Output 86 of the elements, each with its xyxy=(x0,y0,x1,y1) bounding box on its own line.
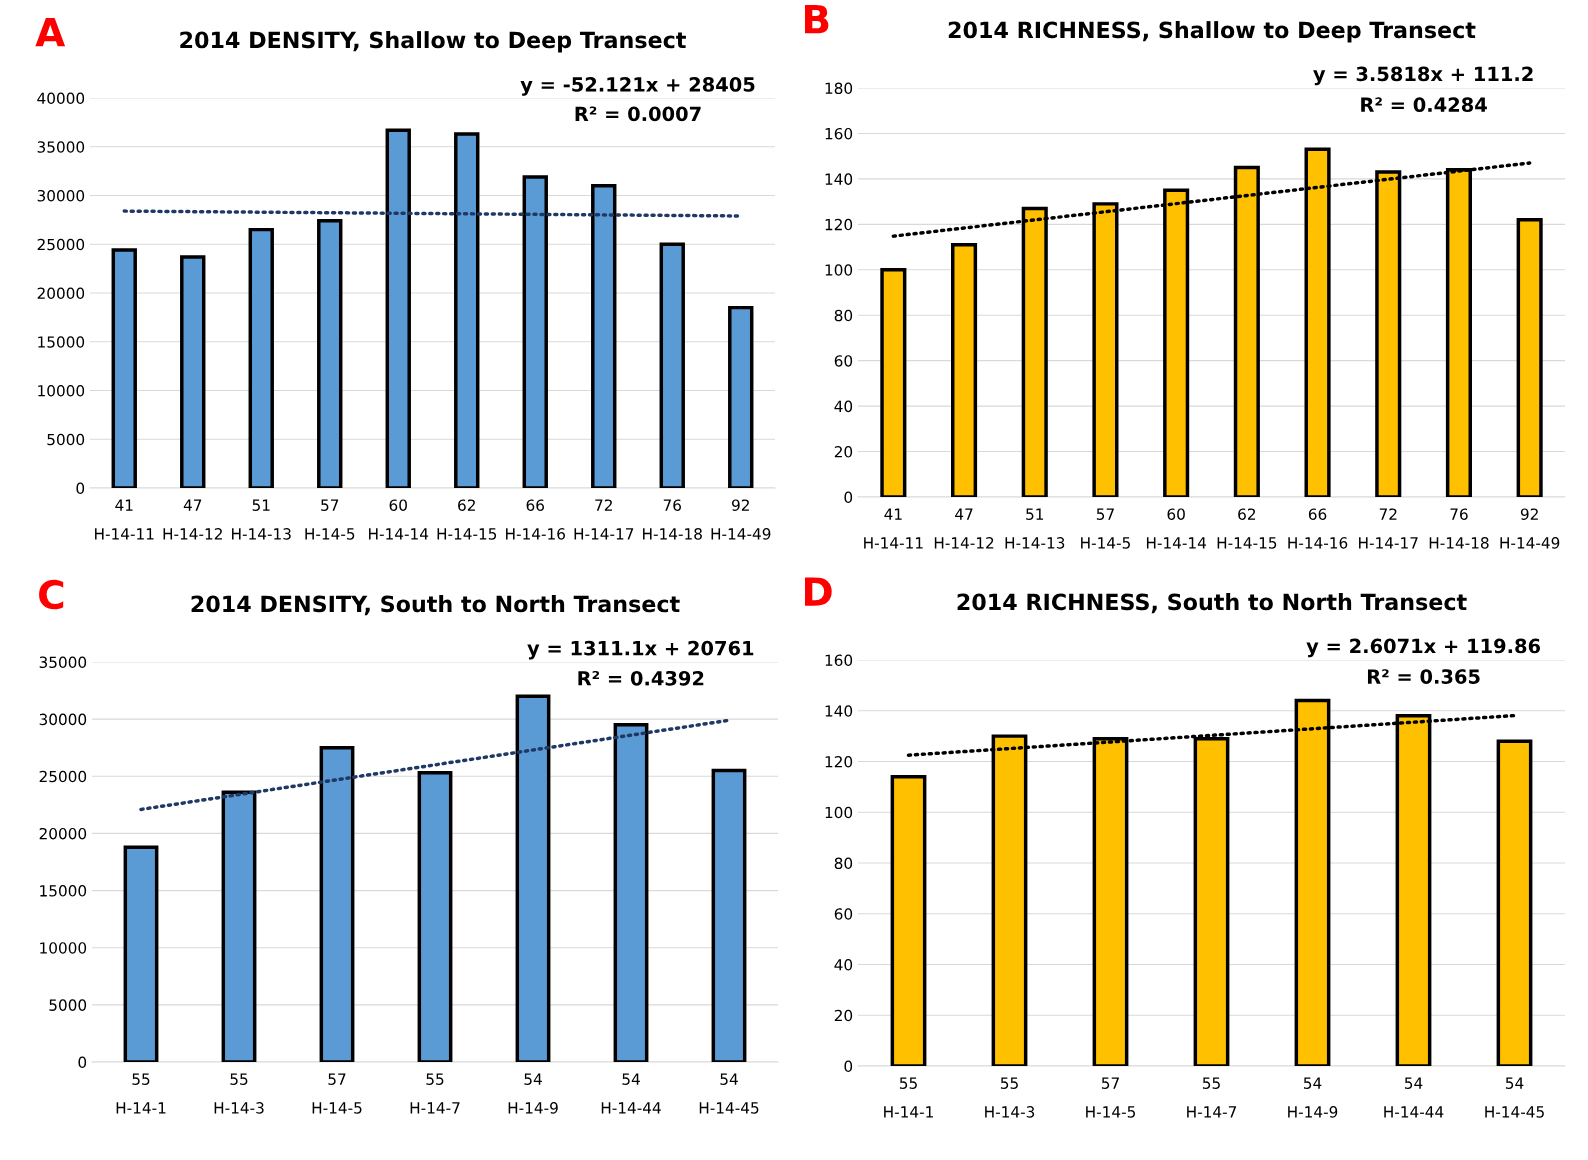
x-tick-label: 57 H-14-5 xyxy=(1081,508,1130,549)
x-tick-label: 60 H-14-14 xyxy=(1146,508,1206,549)
x-tick-label: 54 H-14-44 xyxy=(1384,1077,1444,1118)
x-tick-label: 41 H-14-11 xyxy=(864,508,923,549)
y-tick-label: 10000 xyxy=(40,942,87,954)
y-tick-label: 25000 xyxy=(37,238,85,251)
x-tick-label: 55 H-14-3 xyxy=(214,1073,264,1114)
x-tick-label: 41 H-14-11 xyxy=(95,499,154,540)
y-tick-label: 10000 xyxy=(38,384,85,397)
x-tick-label: 47 H-14-12 xyxy=(163,499,222,540)
x-tick-label: 55 H-14-1 xyxy=(116,1073,166,1114)
text: y = 2.6071x + 119.86 xyxy=(1306,638,1541,658)
x-tick-label: 57 H-14-5 xyxy=(312,1073,362,1114)
x-tick-label: 92 H-14-49 xyxy=(1500,508,1560,549)
y-tick-label: 15000 xyxy=(40,885,87,897)
x-tick-label: 76 H-14-18 xyxy=(1429,508,1489,549)
x-tick-label: 51 H-14-13 xyxy=(232,499,291,540)
y-tick-label: 40000 xyxy=(37,92,85,105)
chart-title: 2014 RICHNESS, Shallow to Deep Transect xyxy=(948,21,1476,43)
annotation: R² = 0.0007 xyxy=(575,106,701,122)
x-tick-label: 62 H-14-15 xyxy=(1217,508,1277,549)
y-tick-label: 100 xyxy=(825,264,853,276)
x-tick-label: 62 H-14-15 xyxy=(437,499,497,540)
y-tick-label: 0 xyxy=(844,1060,853,1073)
x-tick-label: 66 H-14-16 xyxy=(1288,508,1348,549)
x-tick-label: 47 H-14-12 xyxy=(934,508,994,549)
y-tick-label: 180 xyxy=(825,82,853,95)
y-tick-label: 35000 xyxy=(39,656,87,669)
y-tick-label: 60 xyxy=(834,355,853,367)
y-tick-label: 25000 xyxy=(39,770,87,783)
text: D xyxy=(805,577,832,606)
y-tick-label: 0 xyxy=(844,491,853,504)
text: C xyxy=(39,579,64,610)
y-tick-label: 30000 xyxy=(39,713,87,726)
x-tick-label: 55 H-14-3 xyxy=(985,1077,1035,1118)
y-tick-label: 5000 xyxy=(49,999,87,1011)
annotation: R² = 0.4284 xyxy=(1361,97,1487,113)
x-tick-label: 66 H-14-16 xyxy=(506,499,565,540)
y-tick-label: 140 xyxy=(825,705,853,717)
y-tick-label: 20 xyxy=(834,446,853,458)
y-tick-label: 140 xyxy=(825,173,853,185)
y-tick-label: 0 xyxy=(78,1056,87,1069)
y-tick-label: 160 xyxy=(825,127,853,140)
chart-title: 2014 RICHNESS, South to North Transect xyxy=(957,593,1467,614)
y-tick-label: 120 xyxy=(825,218,853,231)
y-tick-label: 100 xyxy=(825,806,853,819)
y-tick-label: 120 xyxy=(825,755,853,768)
y-tick-label: 35000 xyxy=(37,141,85,153)
annotation: R² = 0.365 xyxy=(1367,669,1480,684)
y-tick-label: 60 xyxy=(834,908,853,920)
x-tick-label: 54 H-14-44 xyxy=(601,1073,661,1114)
x-tick-label: 54 H-14-45 xyxy=(1485,1077,1544,1118)
x-tick-label: 55 H-14-1 xyxy=(884,1077,933,1118)
y-tick-label: 20000 xyxy=(39,827,87,840)
y-tick-label: 0 xyxy=(76,482,85,495)
y-tick-label: 80 xyxy=(834,857,853,870)
y-tick-label: 160 xyxy=(825,654,853,667)
y-tick-label: 15000 xyxy=(38,336,85,348)
x-tick-label: 72 H-14-17 xyxy=(574,499,634,540)
text: A xyxy=(35,17,66,47)
text: B xyxy=(805,4,829,34)
y-tick-label: 30000 xyxy=(37,189,85,202)
x-tick-label: 76 H-14-18 xyxy=(643,499,702,540)
chart-title: 2014 DENSITY, South to North Transect xyxy=(191,595,680,616)
x-tick-label: 57 H-14-5 xyxy=(305,499,355,540)
x-tick-label: 55 H-14-7 xyxy=(1187,1077,1237,1118)
x-tick-label: 72 H-14-17 xyxy=(1359,508,1418,549)
chart-title: 2014 DENSITY, Shallow to Deep Transect xyxy=(180,31,686,53)
x-tick-label: 54 H-14-45 xyxy=(699,1073,759,1114)
y-tick-label: 40 xyxy=(834,958,853,971)
x-tick-label: 54 H-14-9 xyxy=(508,1073,558,1114)
y-tick-label: 5000 xyxy=(47,433,85,446)
text: y = 3.5818x + 111.2 xyxy=(1313,66,1533,86)
text: y = 1311.1x + 20761 xyxy=(527,640,754,660)
y-tick-label: 40 xyxy=(834,400,853,413)
x-tick-label: 60 H-14-14 xyxy=(369,499,429,540)
y-tick-label: 20 xyxy=(834,1009,853,1022)
text: y = -52.121x + 28405 xyxy=(520,77,755,96)
y-tick-label: 80 xyxy=(834,309,853,322)
x-tick-label: 55 H-14-7 xyxy=(410,1073,460,1114)
x-tick-label: 54 H-14-9 xyxy=(1288,1077,1338,1118)
annotation: R² = 0.4392 xyxy=(578,670,704,686)
x-tick-label: 92 H-14-49 xyxy=(711,499,771,540)
x-tick-label: 51 H-14-13 xyxy=(1005,508,1065,549)
y-tick-label: 20000 xyxy=(37,287,85,300)
x-tick-label: 57 H-14-5 xyxy=(1086,1077,1135,1118)
